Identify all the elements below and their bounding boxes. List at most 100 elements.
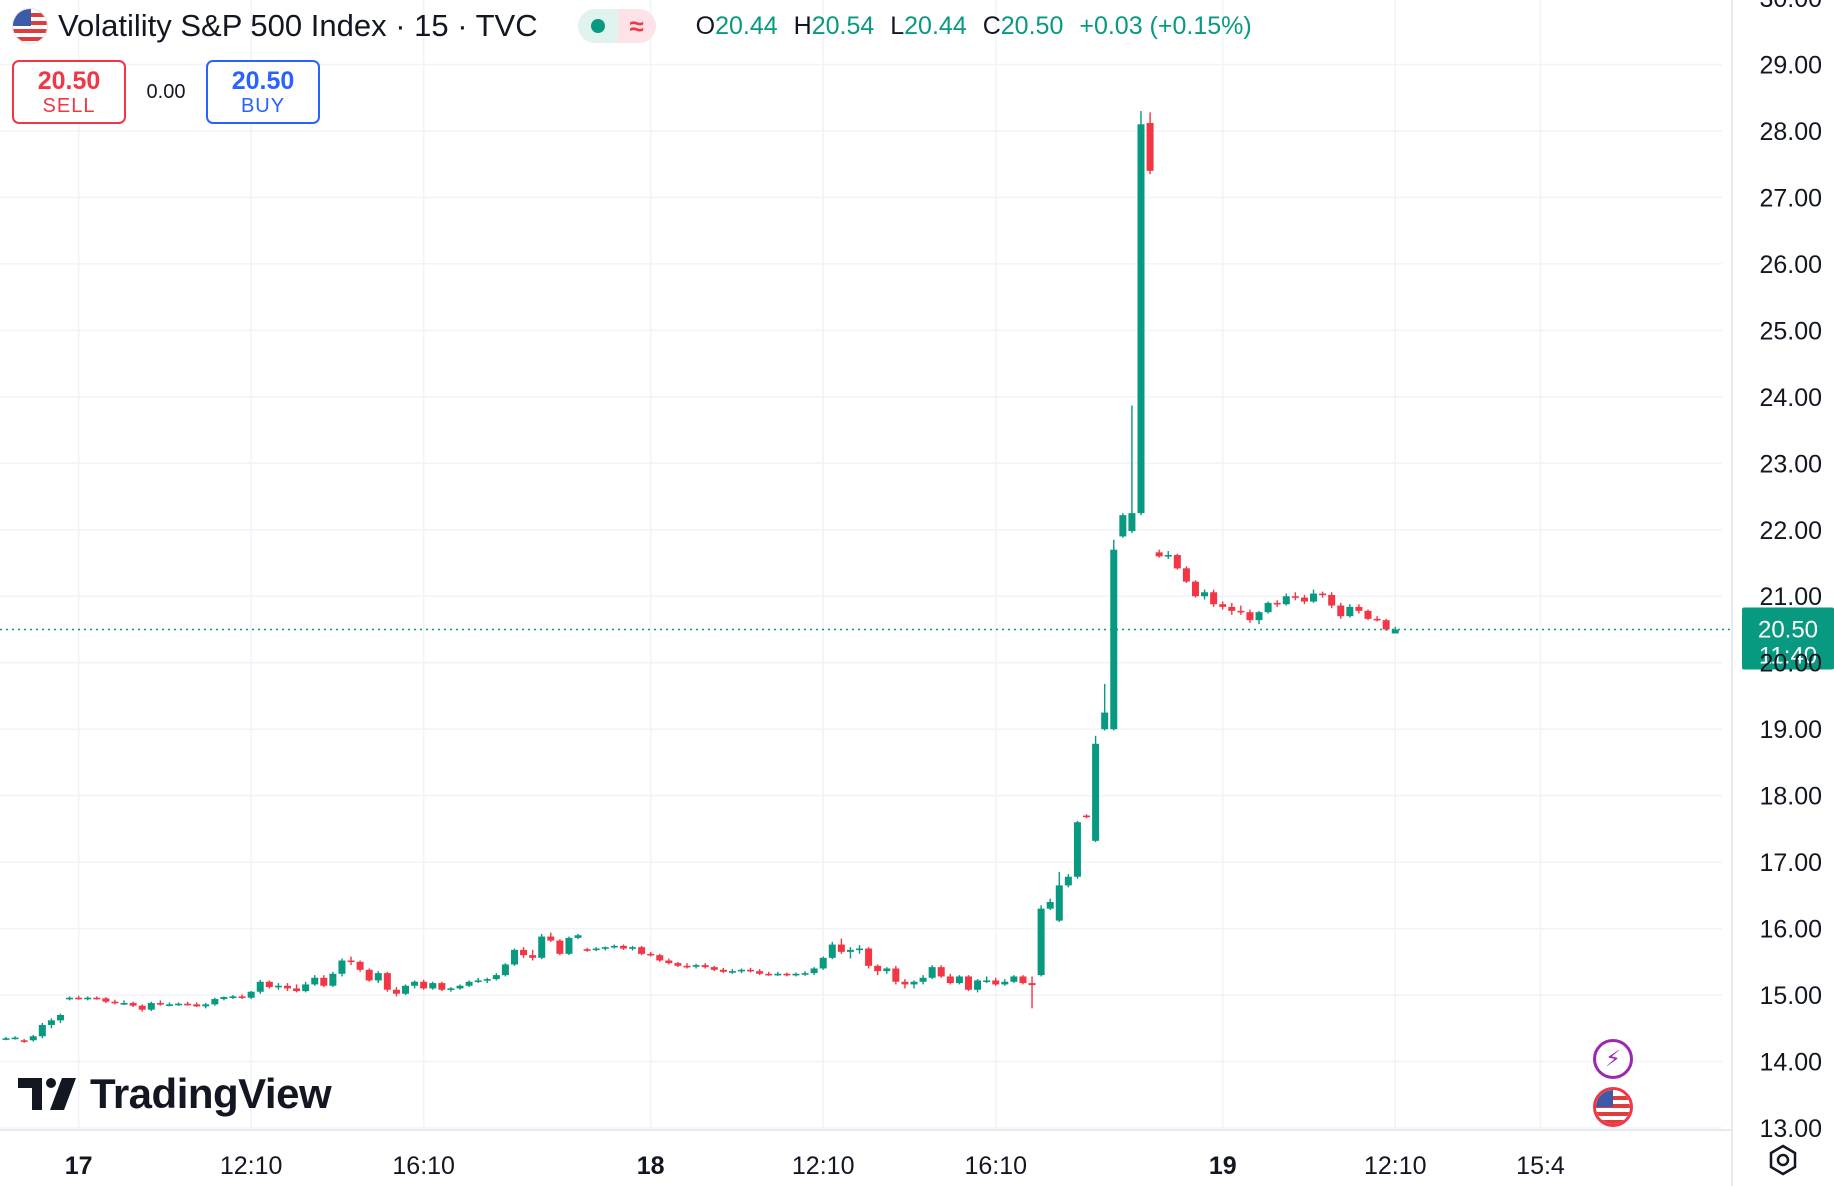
candle bbox=[629, 945, 637, 951]
symbol-title[interactable]: Volatility S&P 500 Index · 15 · TVC bbox=[58, 8, 538, 43]
sell-button[interactable]: 20.50 SELL bbox=[12, 60, 126, 124]
candle-body bbox=[1300, 597, 1308, 602]
candle-body bbox=[937, 967, 945, 977]
market-status-pill[interactable]: ≈ bbox=[577, 9, 656, 43]
candle bbox=[347, 956, 355, 966]
candle bbox=[1064, 874, 1072, 888]
tradingview-logo-icon bbox=[18, 1078, 76, 1110]
candle-body bbox=[801, 973, 809, 975]
candle-body bbox=[556, 940, 564, 954]
candle-body bbox=[93, 997, 101, 1000]
candle-body bbox=[955, 976, 963, 984]
candle bbox=[937, 965, 945, 978]
candle-body bbox=[411, 981, 419, 986]
candle-body bbox=[846, 949, 854, 952]
candle bbox=[765, 971, 773, 976]
buy-price: 20.50 bbox=[231, 67, 295, 95]
candle bbox=[84, 996, 92, 1001]
candle bbox=[456, 984, 464, 990]
candle-body bbox=[910, 981, 918, 985]
candle-body bbox=[792, 973, 800, 976]
candle bbox=[1255, 610, 1263, 625]
candle bbox=[574, 933, 582, 940]
lightning-icon[interactable]: ⚡ bbox=[1593, 1039, 1633, 1079]
buy-button[interactable]: 20.50 BUY bbox=[206, 60, 320, 124]
candle-body bbox=[1255, 612, 1263, 621]
us-flag-icon[interactable] bbox=[1593, 1087, 1633, 1127]
candle-body bbox=[438, 983, 446, 990]
candle-body bbox=[229, 996, 237, 998]
candle bbox=[1137, 111, 1145, 516]
candle-body bbox=[529, 955, 537, 958]
candle bbox=[955, 975, 963, 985]
candle-body bbox=[456, 985, 464, 989]
candle bbox=[946, 973, 954, 985]
candle bbox=[1264, 601, 1272, 614]
candle bbox=[220, 996, 228, 1001]
candle bbox=[1364, 609, 1372, 621]
candle-body bbox=[447, 988, 455, 991]
candle-body bbox=[856, 948, 864, 951]
candle bbox=[438, 981, 446, 992]
candle-body bbox=[365, 969, 373, 981]
candle bbox=[1019, 975, 1027, 985]
candle bbox=[1219, 601, 1227, 610]
candle bbox=[520, 947, 528, 958]
settings-icon[interactable] bbox=[1766, 1143, 1800, 1177]
candle bbox=[1300, 594, 1308, 605]
candle-body bbox=[293, 988, 301, 992]
candle-body bbox=[892, 968, 900, 982]
candle bbox=[338, 958, 346, 977]
ohlc-values: O20.44 H20.54 L20.44 C20.50 +0.03 (+0.15… bbox=[696, 12, 1252, 41]
candle-body bbox=[102, 998, 110, 1002]
candle-body bbox=[710, 967, 718, 970]
candle-body bbox=[84, 997, 92, 1000]
candle-body bbox=[2, 1038, 10, 1040]
x-tick-label: 16:10 bbox=[964, 1152, 1027, 1180]
candle-body bbox=[302, 984, 310, 992]
trade-panel: 20.50 SELL 0.00 20.50 BUY bbox=[12, 60, 320, 124]
candle bbox=[810, 967, 818, 976]
candle-body bbox=[1119, 515, 1127, 537]
candle-body bbox=[1128, 513, 1136, 532]
candle bbox=[1101, 683, 1109, 731]
candle bbox=[1291, 592, 1299, 601]
candle-body bbox=[1210, 592, 1218, 605]
candle bbox=[756, 969, 764, 976]
y-tick-label: 22.00 bbox=[1759, 517, 1822, 545]
candle-body bbox=[992, 980, 1000, 985]
candle bbox=[1001, 979, 1009, 986]
candle-body bbox=[1373, 618, 1381, 621]
candle-body bbox=[574, 935, 582, 938]
candle bbox=[974, 979, 982, 993]
y-tick-label: 13.00 bbox=[1759, 1115, 1822, 1143]
candle bbox=[374, 971, 382, 984]
candle bbox=[874, 964, 882, 976]
candle-body bbox=[120, 1003, 128, 1005]
candle-body bbox=[1319, 593, 1327, 596]
open-key: O bbox=[695, 11, 716, 40]
candle bbox=[865, 947, 873, 969]
candle bbox=[66, 996, 74, 1001]
candle-body bbox=[474, 980, 482, 983]
candle-body bbox=[402, 985, 410, 994]
candle bbox=[1282, 593, 1290, 606]
candle-body bbox=[874, 965, 882, 972]
candle bbox=[193, 1002, 201, 1008]
candle bbox=[283, 983, 291, 992]
x-tick-label: 12:10 bbox=[792, 1152, 855, 1180]
candle bbox=[1173, 553, 1181, 570]
tradingview-logo[interactable]: TradingView bbox=[18, 1070, 332, 1118]
candle bbox=[774, 971, 782, 976]
candle bbox=[683, 963, 691, 969]
candle bbox=[1028, 976, 1036, 1009]
candle bbox=[856, 945, 864, 954]
candle bbox=[783, 972, 791, 977]
candle bbox=[474, 977, 482, 984]
y-tick-label: 26.00 bbox=[1759, 251, 1822, 279]
candle bbox=[964, 975, 972, 992]
candle bbox=[20, 1038, 28, 1043]
candle bbox=[992, 977, 1000, 986]
candle bbox=[1355, 604, 1363, 614]
